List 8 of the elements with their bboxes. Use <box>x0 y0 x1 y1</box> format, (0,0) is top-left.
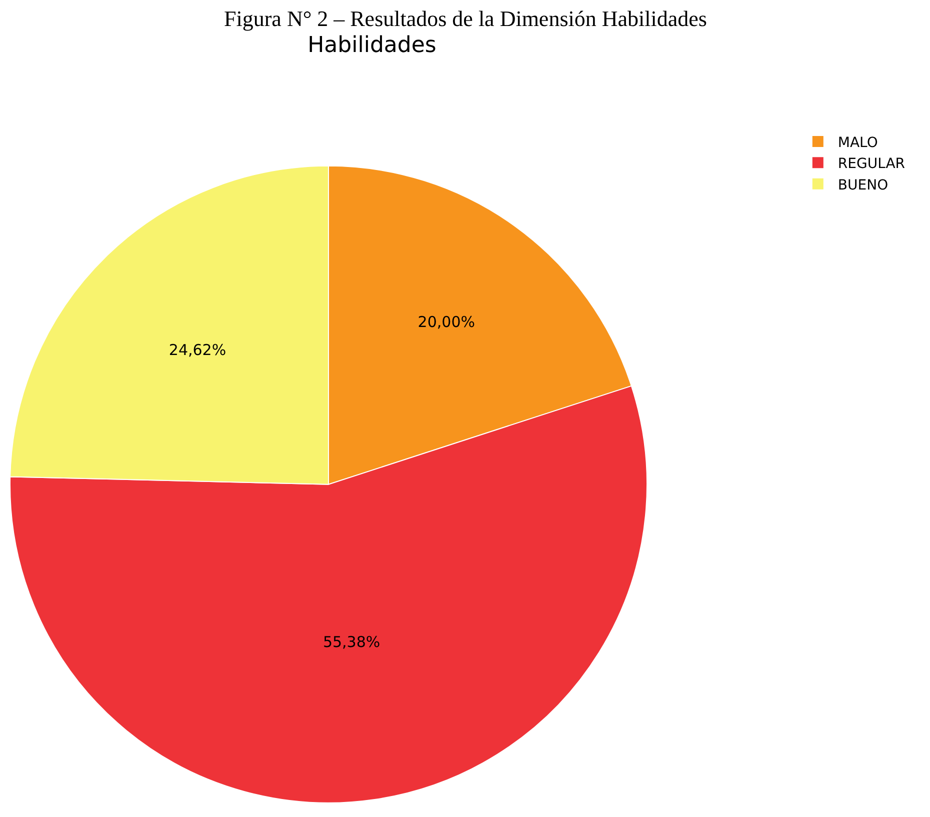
chart-title: Habilidades <box>308 33 436 58</box>
legend-label: MALO <box>838 134 878 151</box>
legend-label: BUENO <box>838 177 888 194</box>
legend-label: REGULAR <box>838 156 906 172</box>
data-label: 24,62% <box>168 341 226 360</box>
text: Figura N° 2 – Resultados de la Dimensión Habilidades <box>224 6 707 31</box>
data-label: 55,38% <box>322 632 380 651</box>
data-label: 20,00% <box>418 313 476 332</box>
